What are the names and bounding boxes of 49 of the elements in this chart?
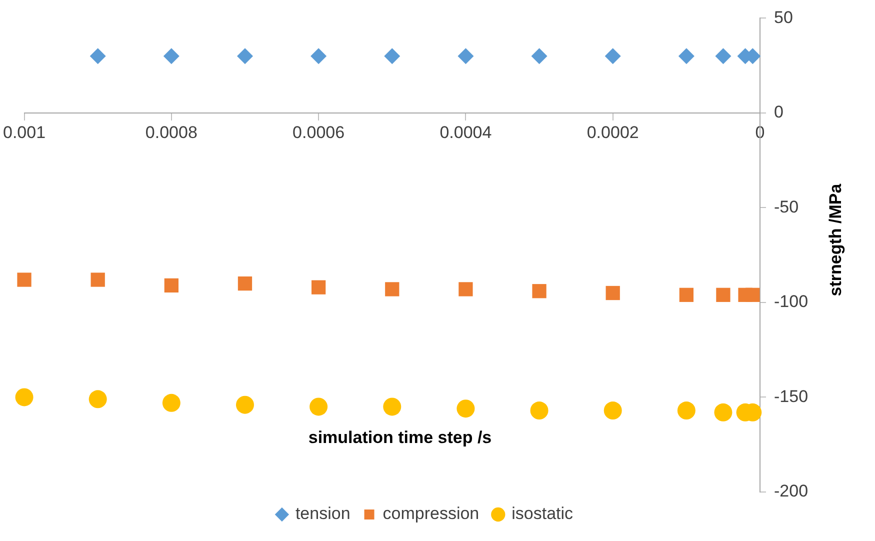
legend-label: compression (382, 504, 480, 524)
point (15, 388, 34, 406)
y-tick-label: 0 (774, 102, 784, 122)
y-tick-label: -100 (774, 292, 808, 312)
x-tick-label: 0.0006 (292, 122, 345, 142)
point (383, 398, 402, 416)
point (458, 48, 474, 64)
y-tick-label: -50 (774, 197, 799, 216)
point (715, 48, 732, 64)
point (310, 398, 328, 416)
point (679, 288, 694, 302)
point (164, 278, 178, 292)
x-tick-label: 0.001 (2, 122, 46, 142)
point (90, 272, 105, 287)
legend-label: tension (295, 504, 350, 524)
point (604, 48, 621, 64)
point (384, 48, 400, 64)
point (238, 276, 252, 291)
x-tick-label: 0.0008 (145, 122, 198, 142)
point (530, 402, 548, 420)
point (385, 282, 400, 296)
point (311, 280, 326, 294)
x-tick-label: 0.0004 (440, 122, 492, 142)
point (236, 396, 254, 414)
point (88, 390, 107, 408)
point (604, 402, 622, 420)
point (716, 288, 730, 302)
point (531, 48, 548, 64)
point (677, 402, 696, 420)
point (236, 48, 253, 64)
point (678, 48, 694, 64)
point (163, 48, 180, 64)
point (162, 394, 180, 412)
point (456, 400, 475, 418)
y-tick-label: -150 (774, 386, 808, 406)
x-tick-label: 0.0002 (586, 122, 639, 142)
point (458, 282, 473, 296)
point (714, 403, 732, 422)
y-tick-label: -200 (774, 482, 808, 501)
x-axis-title: simulation time step /s (307, 428, 493, 448)
y-axis-title: strnegth /MPa (826, 184, 846, 296)
point (310, 48, 327, 64)
point (90, 48, 106, 64)
point (746, 288, 760, 302)
legend-label: isostatic (512, 504, 574, 524)
y-tick-label: 50 (774, 8, 793, 27)
point (17, 272, 32, 287)
point (606, 286, 620, 300)
point (532, 284, 546, 298)
